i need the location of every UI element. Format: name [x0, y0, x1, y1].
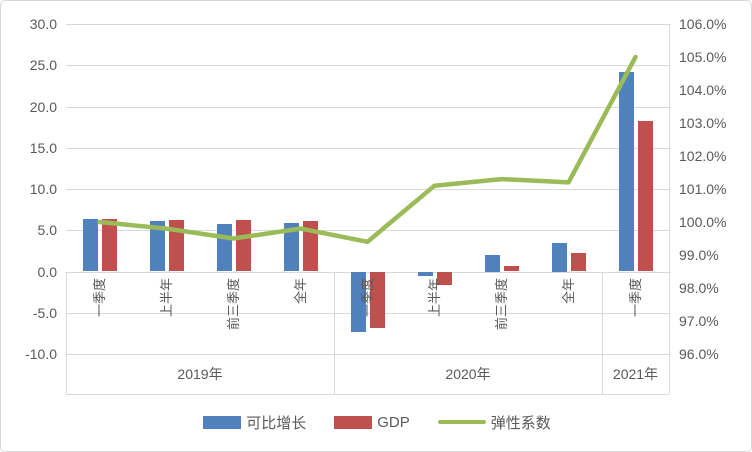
legend-label-elasticity: 弹性系数 [490, 414, 551, 432]
axis-tick-label-right: 96.0% [679, 346, 719, 362]
gridline [66, 271, 669, 273]
bar-gdp [637, 120, 653, 272]
axis-tick-label-right: 100.0% [679, 214, 727, 230]
axis-tick-label-right: 104.0% [679, 82, 727, 98]
bar-gdp [302, 221, 318, 272]
legend-item-gdp: GDP [334, 414, 410, 431]
axis-tick-label-left: 30.0 [29, 16, 57, 32]
bar-comparable-growth [283, 222, 299, 272]
legend-swatch-elasticity [437, 420, 486, 424]
gridline [66, 354, 669, 355]
axis-tick-label-right: 102.0% [679, 148, 727, 164]
year-label: 2020年 [445, 366, 491, 382]
legend-item-elasticity: 弹性系数 [437, 412, 551, 433]
axis-tick-label-right: 105.0% [679, 49, 727, 65]
axis-tick-label-left: 15.0 [29, 139, 57, 156]
group-separator-line [334, 271, 335, 394]
axis-tick-label-right: 97.0% [679, 313, 719, 329]
axis-tick-label-left: 10.0 [29, 181, 57, 197]
axis-tick-label-left: 20.0 [29, 98, 57, 115]
axis-tick-label-right: 103.0% [679, 115, 727, 131]
bar-comparable-growth [417, 271, 433, 276]
bar-gdp [101, 218, 117, 272]
gridline [66, 24, 669, 25]
gridline [66, 230, 669, 232]
legend-label-comparable-growth: 可比增长 [246, 414, 307, 432]
elasticity-line-path [97, 54, 638, 245]
bar-comparable-growth [82, 218, 98, 272]
bar-gdp [436, 271, 452, 285]
legend-label-gdp: GDP [377, 413, 410, 431]
axis-tick-label-right: 99.0% [679, 247, 719, 263]
bar-gdp [235, 220, 251, 272]
axis-tick-label-left: 0.0 [37, 263, 57, 280]
year-label: 2021年 [612, 366, 659, 382]
plot-right-border [669, 24, 670, 394]
category-axis-bottom-line [66, 394, 669, 395]
chart-legend: 可比增长 GDP 弹性系数 [1, 407, 751, 437]
legend-item-comparable-growth: 可比增长 [203, 412, 306, 433]
axis-tick-label-left: -10.0 [25, 346, 57, 362]
bar-gdp [570, 252, 586, 272]
axis-tick-label-left: 5.0 [37, 222, 57, 239]
axis-tick-label-right: 106.0% [679, 16, 727, 32]
bar-gdp [369, 271, 385, 328]
group-separator-line [602, 271, 603, 394]
axis-tick-label-left: 25.0 [29, 57, 57, 74]
gridline [66, 106, 669, 108]
legend-swatch-gdp [334, 415, 373, 429]
gridline [66, 147, 669, 149]
bar-comparable-growth [350, 271, 366, 332]
year-label: 2019年 [177, 366, 223, 382]
axis-tick-label-left: -5.0 [32, 304, 57, 321]
group-separator-line [66, 271, 67, 394]
bar-comparable-growth [484, 255, 500, 272]
bar-comparable-growth [551, 242, 567, 272]
gridline [66, 312, 669, 314]
bar-comparable-growth [618, 71, 634, 272]
bar-comparable-growth [149, 221, 165, 272]
axis-tick-label-right: 101.0% [679, 181, 727, 197]
gridline [66, 189, 669, 190]
gridline [66, 65, 669, 67]
bar-gdp [503, 265, 519, 272]
legend-swatch-comparable-growth [203, 415, 242, 429]
axis-tick-label-right: 98.0% [679, 280, 719, 296]
